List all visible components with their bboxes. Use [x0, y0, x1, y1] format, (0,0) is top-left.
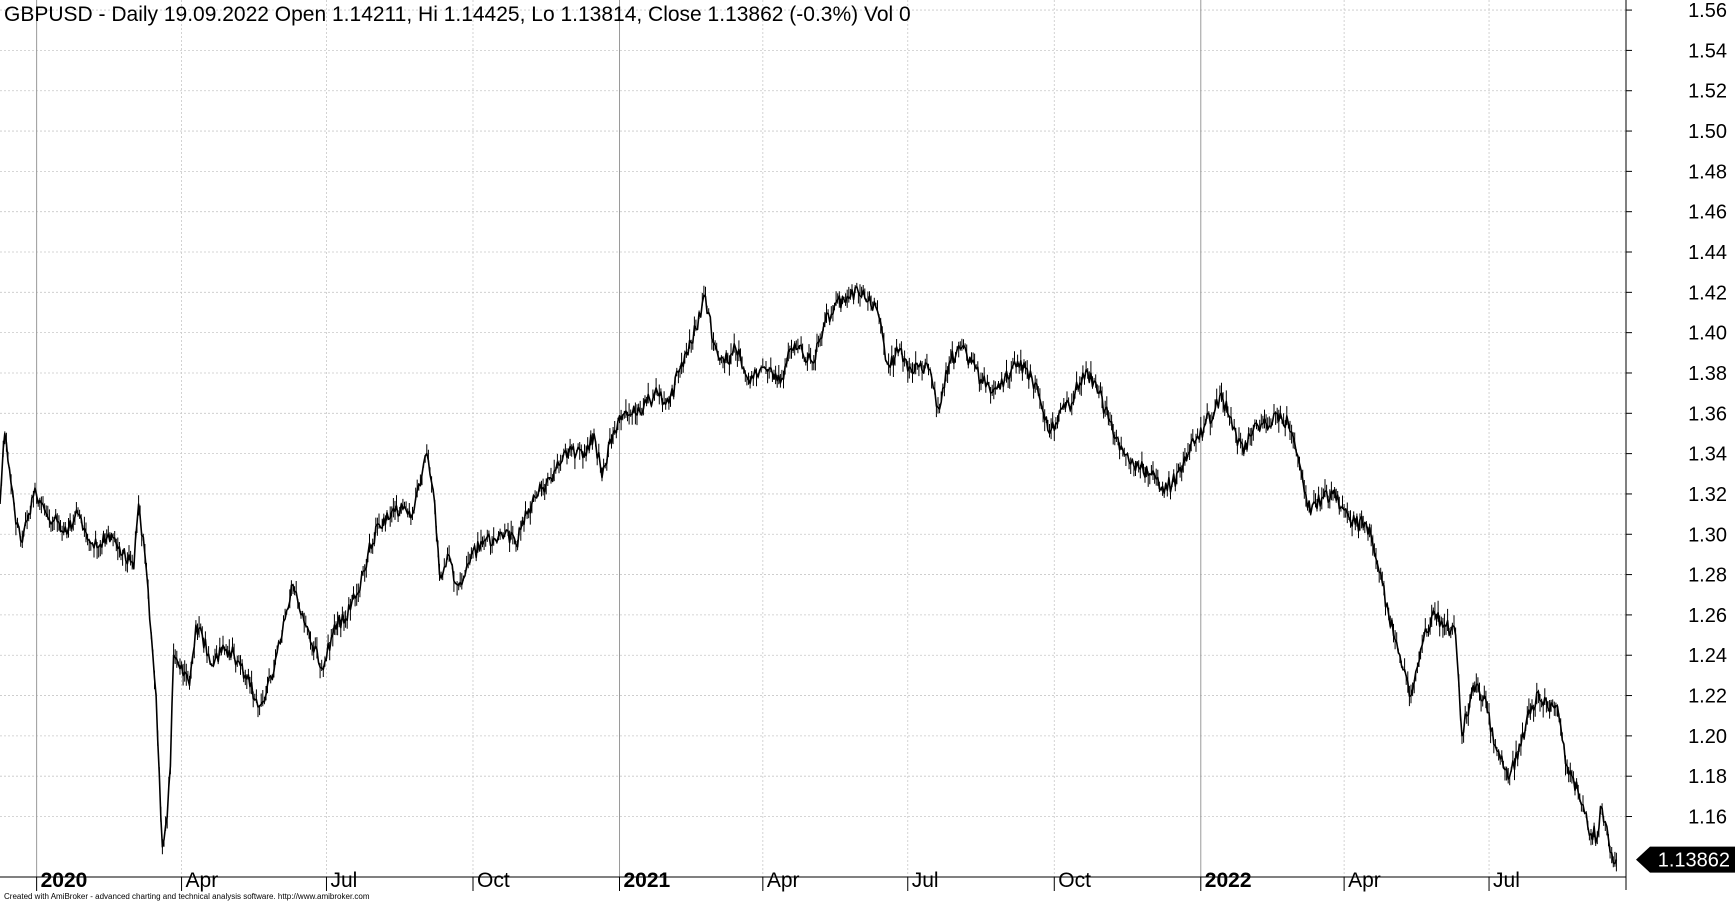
x-tick-label: Apr: [1348, 869, 1381, 892]
x-tick-label: Jul: [1493, 869, 1520, 892]
y-tick-label: 1.44: [1688, 242, 1727, 264]
y-tick-label: 1.16: [1688, 807, 1727, 829]
y-tick-label: 1.20: [1688, 726, 1727, 748]
price-wicks: [1, 282, 1617, 872]
footer-credit: Created with AmiBroker - advanced charti…: [4, 892, 370, 901]
y-tick-label: 1.32: [1688, 484, 1727, 506]
price-line: [0, 286, 1618, 865]
y-tick-label: 1.42: [1688, 282, 1727, 304]
y-tick-label: 1.52: [1688, 81, 1727, 103]
y-tick-label: 1.18: [1688, 766, 1727, 788]
x-tick-label: Apr: [186, 869, 219, 892]
y-tick-label: 1.28: [1688, 565, 1727, 587]
y-tick-label: 1.54: [1688, 40, 1727, 62]
y-tick-label: 1.24: [1688, 645, 1727, 667]
y-tick-label: 1.46: [1688, 202, 1727, 224]
x-tick-label: Jul: [912, 869, 939, 892]
x-tick-label: Oct: [477, 869, 510, 892]
y-tick-label: 1.38: [1688, 363, 1727, 385]
x-tick-label: Oct: [1058, 869, 1091, 892]
y-tick-label: 1.26: [1688, 605, 1727, 627]
y-tick-label: 1.34: [1688, 444, 1727, 466]
y-tick-label: 1.40: [1688, 323, 1727, 345]
x-tick-label: 2021: [624, 869, 671, 892]
y-tick-label: 1.56: [1688, 0, 1727, 22]
last-price-box: [1636, 846, 1735, 873]
y-tick-label: 1.36: [1688, 403, 1727, 425]
y-tick-label: 1.22: [1688, 686, 1727, 708]
chart-title: GBPUSD - Daily 19.09.2022 Open 1.14211, …: [4, 3, 911, 26]
y-tick-label: 1.50: [1688, 121, 1727, 143]
grid-layer: [0, 0, 1626, 877]
y-tick-label: 1.48: [1688, 161, 1727, 183]
x-tick-label: Jul: [330, 869, 357, 892]
last-price-label: 1.13862: [1658, 850, 1730, 872]
x-tick-label: 2022: [1205, 869, 1252, 892]
last-price-marker: 1.13862: [1636, 846, 1735, 873]
x-tick-label: 2020: [41, 869, 88, 892]
x-tick-label: Apr: [767, 869, 800, 892]
price-series: [0, 282, 1618, 872]
y-tick-label: 1.30: [1688, 524, 1727, 546]
